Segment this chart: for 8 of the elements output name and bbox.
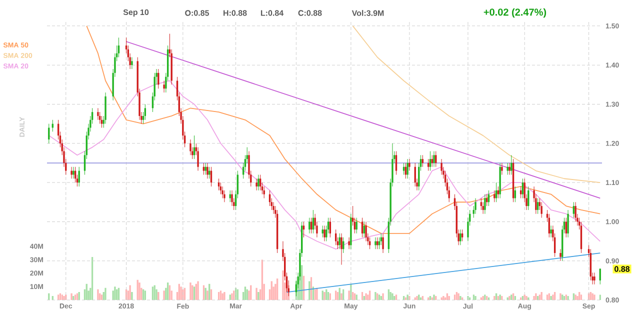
text: O:0.85 — [185, 10, 209, 16]
text: Vol:3.9M — [352, 10, 384, 16]
text: 0.88 — [614, 266, 630, 272]
text: C:0.88 — [298, 10, 322, 16]
text: +0.02 (2.47%) — [484, 8, 546, 18]
text: L:0.84 — [260, 10, 284, 16]
text: Sep 10 — [123, 9, 149, 17]
text: H:0.88 — [224, 10, 247, 16]
